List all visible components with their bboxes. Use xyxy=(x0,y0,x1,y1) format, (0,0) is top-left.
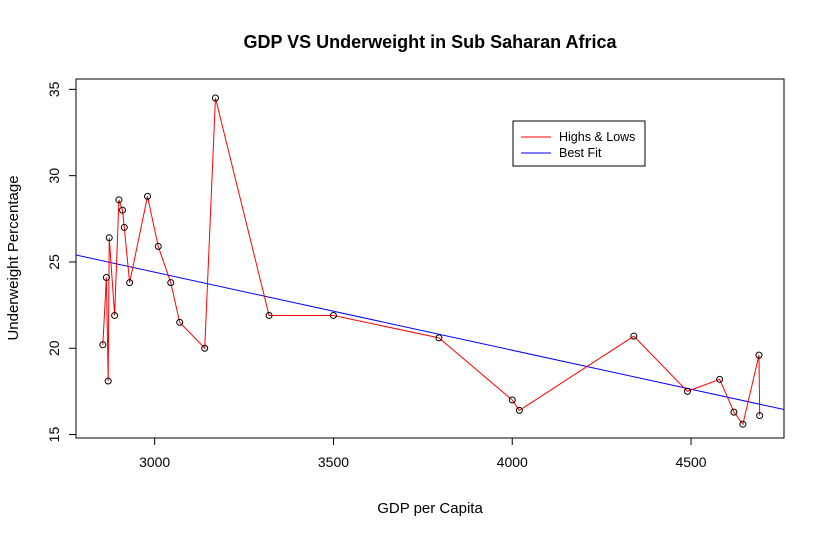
legend: Highs & Lows Best Fit xyxy=(512,120,646,167)
data-point xyxy=(329,311,337,319)
data-point xyxy=(435,334,443,342)
data-point xyxy=(105,234,113,242)
data-point xyxy=(104,377,112,385)
data-point xyxy=(730,408,738,416)
data-point xyxy=(508,396,516,404)
data-point xyxy=(102,273,110,281)
data-point xyxy=(265,311,273,319)
data-point xyxy=(630,332,638,340)
data-point xyxy=(99,341,107,349)
data-point xyxy=(126,279,134,287)
points-layer xyxy=(99,94,764,428)
data-point xyxy=(176,318,184,326)
data-point xyxy=(120,223,128,231)
y-tick-label: 20 xyxy=(46,340,62,356)
x-tick-label: 3500 xyxy=(318,454,349,470)
legend-label-best-fit: Best Fit xyxy=(559,146,602,160)
legend-box xyxy=(512,120,646,167)
data-point xyxy=(683,387,691,395)
data-point xyxy=(755,351,763,359)
data-point xyxy=(111,311,119,319)
data-point xyxy=(118,206,126,214)
x-axis-title: GDP per Capita xyxy=(377,500,483,517)
data-point xyxy=(716,375,724,383)
y-tick-label: 15 xyxy=(46,427,62,443)
y-axis: 15 20 25 30 35 xyxy=(46,81,77,443)
data-point xyxy=(154,242,162,250)
series-highs-lows-line xyxy=(102,97,761,426)
data-point xyxy=(201,344,209,352)
x-tick-label: 4500 xyxy=(675,454,706,470)
y-tick-label: 35 xyxy=(46,81,62,97)
y-axis-title: Underweight Percentage xyxy=(5,175,22,340)
data-point xyxy=(515,406,523,414)
data-point xyxy=(756,412,764,420)
x-tick-label: 4000 xyxy=(497,454,528,470)
series-layer xyxy=(76,97,784,426)
x-tick-label: 3000 xyxy=(139,454,170,470)
chart-title: GDP VS Underweight in Sub Saharan Africa xyxy=(243,32,617,52)
series-best-fit-line xyxy=(76,254,784,411)
x-axis: 3000 3500 4000 4500 xyxy=(139,437,707,470)
data-point xyxy=(115,196,123,204)
y-tick-label: 25 xyxy=(46,254,62,270)
plot-area-border xyxy=(75,78,785,439)
legend-label-highs-lows: Highs & Lows xyxy=(559,130,635,144)
data-point xyxy=(144,192,152,200)
data-point xyxy=(211,94,219,102)
data-point xyxy=(739,420,747,428)
y-tick-label: 30 xyxy=(46,168,62,184)
data-point xyxy=(167,279,175,287)
